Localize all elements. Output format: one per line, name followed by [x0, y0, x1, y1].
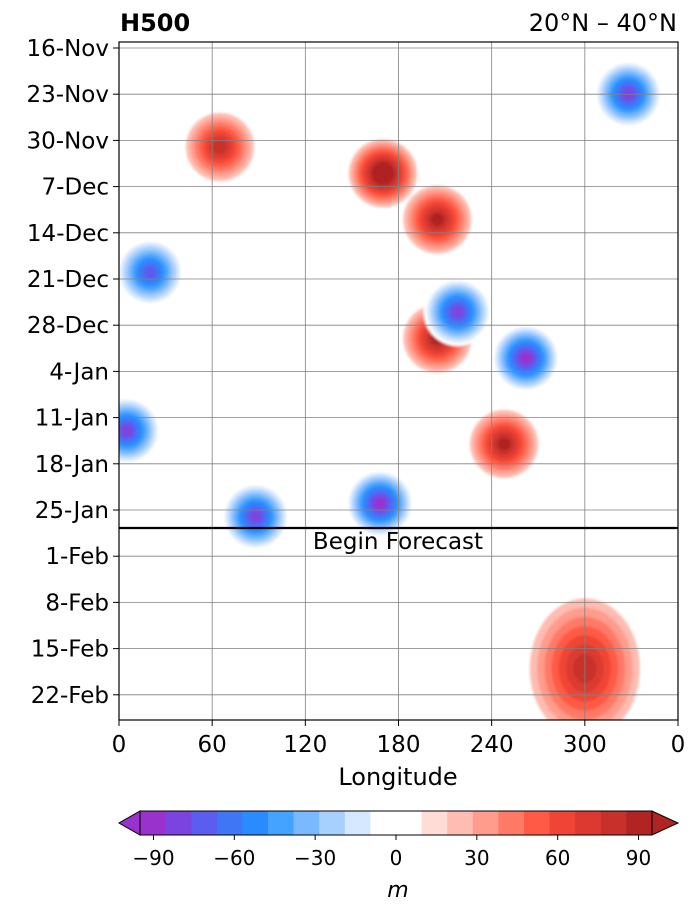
x-tick-label: 240: [470, 732, 514, 758]
colorbar-segment: [268, 811, 295, 835]
colorbar-segment: [447, 811, 474, 835]
title-right: 20°N – 40°N: [529, 9, 677, 37]
begin-forecast-label: Begin Forecast: [313, 529, 483, 555]
colorbar-segment: [472, 811, 499, 835]
colorbar-tick-label: −60: [213, 846, 255, 870]
colorbar-unit-label: m: [387, 878, 408, 903]
colorbar-segment: [165, 811, 192, 835]
x-tick-label: 0: [671, 732, 686, 758]
anomaly-center: [119, 238, 185, 307]
colorbar-tick-label: −30: [294, 846, 336, 870]
y-tick-label: 14-Dec: [27, 221, 109, 247]
colorbar-segment: [549, 811, 576, 835]
colorbar-tick-label: 30: [464, 846, 489, 870]
title-left: H500: [120, 9, 190, 37]
colorbar-segment: [242, 811, 269, 835]
colorbar-tick-label: 60: [545, 846, 570, 870]
colorbar-segment: [575, 811, 602, 835]
y-axis-ticks: 16-Nov 23-Nov 30-Nov 7-Dec 14-Dec 21-Dec 28-De…: [27, 36, 119, 709]
colorbar-tick-label: −90: [132, 846, 174, 870]
y-tick-label: 25-Jan: [35, 498, 109, 524]
colorbar-segment: [191, 811, 218, 835]
colorbar-extend-max: [651, 810, 680, 836]
colorbar-segment: [370, 811, 397, 835]
anomaly-center: [221, 482, 290, 551]
y-tick-label: 23-Nov: [27, 82, 109, 108]
colorbar-segment: [396, 811, 423, 835]
y-tick-label: 1-Feb: [45, 544, 109, 570]
anomaly-center: [348, 139, 417, 208]
y-tick-label: 11-Jan: [35, 406, 109, 432]
x-tick-label: 60: [198, 732, 227, 758]
colorbar-segment: [319, 811, 346, 835]
anomaly-center: [470, 410, 539, 478]
grid-lines: [119, 42, 678, 720]
y-tick-label: 16-Nov: [27, 36, 109, 62]
colorbar-segment: [421, 811, 448, 835]
x-tick-label: 180: [377, 732, 421, 758]
y-tick-label: 30-Nov: [27, 128, 109, 154]
colorbar-segment: [216, 811, 243, 835]
colorbar-segment: [140, 811, 167, 835]
colorbar-extend-min: [117, 810, 141, 836]
x-tick-label: 0: [112, 732, 127, 758]
colorbar-segment: [344, 811, 371, 835]
anomaly-center: [403, 185, 472, 254]
colorbar-segment: [626, 811, 653, 835]
colorbar-segment: [524, 811, 551, 835]
anomaly-center: [491, 324, 560, 393]
colorbar-segment: [600, 811, 627, 835]
y-tick-label: 21-Dec: [27, 267, 109, 293]
anomaly-center: [345, 469, 414, 538]
y-tick-label: 8-Feb: [45, 590, 109, 616]
colorbar-segment: [293, 811, 320, 835]
x-axis-label: Longitude: [338, 763, 457, 791]
colorbar-segment: [498, 811, 525, 835]
anomaly-center: [423, 278, 492, 346]
colorbar-tick-label: 90: [626, 846, 651, 870]
y-tick-label: 22-Feb: [31, 683, 109, 709]
y-tick-label: 28-Dec: [27, 313, 109, 339]
colorbar-tick-label: 0: [390, 846, 403, 870]
y-tick-label: 4-Jan: [49, 359, 109, 385]
y-tick-label: 7-Dec: [42, 175, 109, 201]
x-axis-ticks: 0 60 120 180 240 300 0: [112, 720, 686, 758]
x-tick-label: 300: [563, 732, 607, 758]
colorbar: −90 −60 −30 0 30 60 90: [117, 810, 680, 870]
y-tick-label: 15-Feb: [31, 637, 109, 663]
anomaly-center: [185, 113, 254, 181]
x-tick-label: 120: [283, 732, 327, 758]
y-tick-label: 18-Jan: [35, 452, 109, 478]
